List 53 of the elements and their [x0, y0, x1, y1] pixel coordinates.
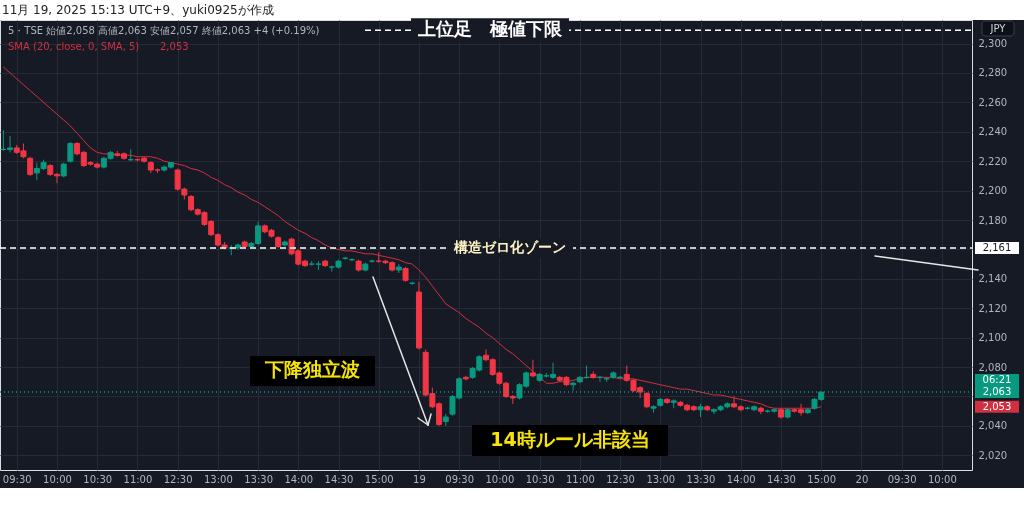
y-tick-label: 2,080 — [978, 361, 1008, 373]
x-tick-label: 13:00 — [646, 473, 676, 485]
x-tick-label: 14:30 — [324, 473, 354, 485]
x-tick-label: 14:00 — [726, 473, 756, 485]
text: 11月 19, 2025 15:13 UTC+9、yuki0925が作成 — [2, 3, 274, 17]
y-tick-label: 2,300 — [978, 38, 1008, 50]
y-tick-label: 2,100 — [978, 332, 1008, 344]
y-tick-label: 2,120 — [978, 302, 1008, 314]
y-tick-label: 2,040 — [978, 420, 1008, 432]
candlestick — [27, 156, 34, 177]
x-tick-label: 09:30 — [445, 473, 475, 485]
annotation: 2,053 — [160, 41, 189, 52]
x-tick-label: 15:00 — [807, 473, 837, 485]
text: 2,161 — [982, 241, 1012, 253]
y-tick-label: 2,280 — [978, 67, 1008, 79]
y-tick-label: 2,140 — [978, 273, 1008, 285]
x-tick-label: 13:30 — [244, 473, 273, 485]
x-tick-label: 19 — [413, 473, 426, 485]
y-tick-label: 2,260 — [978, 96, 1008, 108]
annotation: 下降独立波 — [263, 358, 360, 380]
x-tick-label: 20 — [855, 473, 869, 485]
y-tick-label: 2,200 — [978, 185, 1008, 197]
x-tick-label: 11:00 — [123, 473, 153, 485]
x-tick-label: 12:30 — [606, 473, 635, 485]
x-tick-label: 10:00 — [927, 473, 957, 485]
y-tick-label: 2,240 — [978, 126, 1008, 138]
text: 2,053 — [982, 400, 1012, 412]
ref-line-label: 構造ゼロ化ゾーン — [453, 238, 566, 255]
x-tick-label: 13:30 — [686, 473, 716, 485]
y-tick-label: 2,220 — [978, 155, 1008, 167]
x-tick-label: 10:30 — [525, 473, 555, 485]
y-tick-label: 2,180 — [978, 214, 1008, 226]
ref-line-label: 上位足 極値下限 — [417, 18, 563, 40]
x-tick-label: 11:00 — [565, 473, 595, 485]
text: 06:21 — [982, 374, 1012, 385]
series-label: SMA (20, close, 0, SMA, 5) — [8, 41, 140, 52]
text: 2,063 — [982, 386, 1012, 398]
candlestick — [529, 359, 536, 378]
candlestick — [67, 141, 74, 164]
chart-title: 5・TSE 始値2,058 高値2,063 安値2,057 終値2,063 +4 (+0.19%) — [8, 25, 320, 36]
x-tick-label: 09:30 — [887, 473, 917, 485]
x-tick-label: 10:00 — [485, 473, 515, 485]
y-axis-title: JPY — [989, 23, 1007, 34]
x-tick-label: 10:30 — [83, 473, 113, 485]
x-tick-label: 15:00 — [364, 473, 394, 485]
y-tick-label: 2,020 — [978, 449, 1008, 461]
x-tick-label: 09:30 — [2, 473, 32, 485]
x-tick-label: 12:30 — [163, 473, 193, 485]
x-tick-label: 14:30 — [767, 473, 796, 485]
x-tick-label: 10:00 — [43, 473, 72, 485]
x-tick-label: 13:00 — [203, 473, 233, 485]
x-tick-label: 14:00 — [284, 473, 314, 485]
annotation: 14時ルール非該当 — [490, 428, 650, 450]
